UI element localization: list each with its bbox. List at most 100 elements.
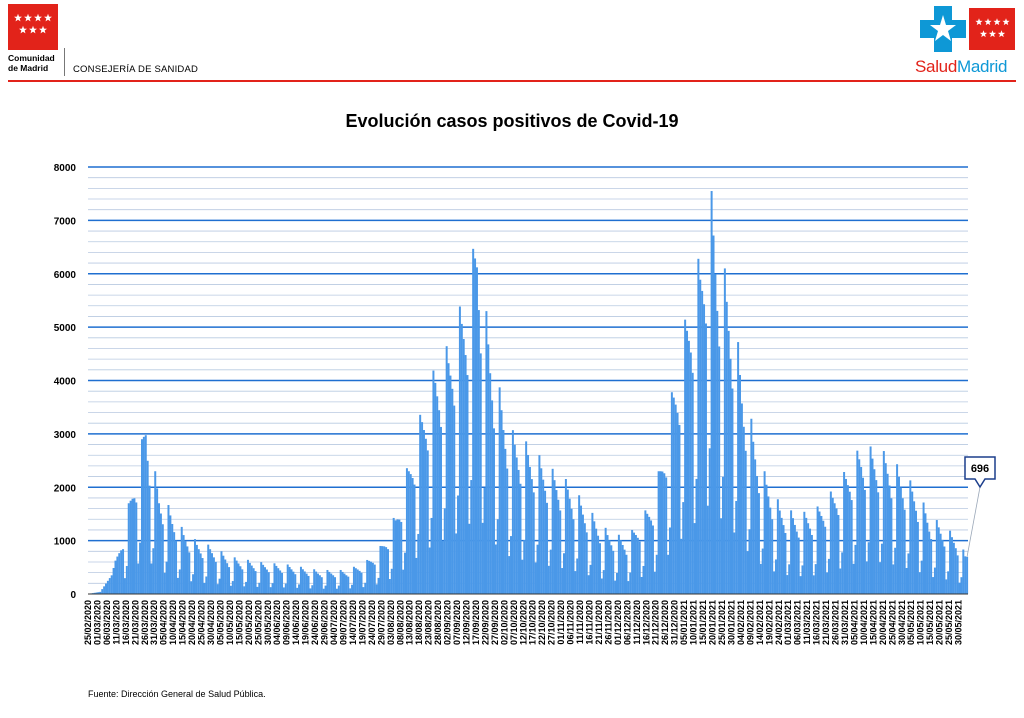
bar	[591, 512, 594, 594]
x-tick-label: 28/08/2020	[433, 600, 443, 645]
bar	[127, 503, 130, 594]
bar	[538, 455, 541, 594]
x-tick-label: 15/01/2021	[698, 600, 708, 645]
x-tick-label: 09/06/2020	[282, 600, 292, 645]
bar	[332, 575, 335, 594]
brand-part2: Madrid	[956, 57, 1008, 76]
bar	[780, 517, 783, 594]
bar	[553, 480, 556, 594]
bar	[296, 587, 299, 594]
bar	[843, 472, 846, 594]
bar	[315, 571, 318, 594]
bar	[860, 466, 863, 594]
y-tick-label: 3000	[54, 430, 77, 441]
bar	[752, 441, 755, 594]
bar	[651, 525, 654, 594]
salud-madrid-wordmark: SaludMadrid	[915, 57, 1007, 77]
bar	[674, 404, 677, 594]
bar	[549, 549, 552, 594]
bar	[547, 565, 550, 594]
bar	[388, 579, 391, 594]
bar	[901, 498, 904, 594]
bar	[625, 554, 628, 594]
bar	[704, 323, 707, 594]
bar	[774, 559, 777, 594]
x-tick-label: 12/10/2020	[518, 600, 528, 645]
bar	[400, 521, 403, 594]
logo-star-3	[44, 13, 52, 22]
bar	[686, 330, 689, 594]
bar	[184, 540, 187, 594]
bar	[638, 541, 641, 594]
bar	[256, 586, 259, 594]
bar	[627, 581, 630, 594]
bar	[545, 502, 548, 594]
x-tick-label: 10/04/2021	[859, 600, 869, 645]
bar	[477, 310, 480, 594]
x-tick-label: 05/04/2021	[849, 600, 859, 645]
x-tick-label: 25/01/2021	[717, 600, 727, 645]
bar	[916, 521, 919, 594]
x-tick-label: 07/09/2020	[452, 600, 462, 645]
bar	[424, 438, 427, 594]
bar	[167, 505, 170, 594]
bar	[122, 549, 125, 594]
bar	[144, 435, 147, 594]
bar	[356, 569, 359, 594]
x-tick-label: 05/01/2021	[679, 600, 689, 645]
madrid-flag-icon	[969, 8, 1015, 50]
bar	[95, 592, 98, 594]
bar	[284, 583, 287, 594]
bar	[502, 430, 505, 594]
bar	[960, 577, 963, 594]
bar	[767, 496, 770, 594]
bar	[282, 587, 285, 594]
bar	[158, 503, 161, 594]
bar	[536, 544, 539, 594]
bar	[175, 540, 178, 595]
bar	[720, 518, 723, 594]
bar	[865, 561, 868, 594]
bar	[371, 562, 374, 594]
bar	[746, 551, 749, 594]
bar	[169, 515, 172, 594]
bar	[945, 579, 948, 594]
bar	[123, 578, 126, 594]
bar	[913, 501, 916, 594]
bar	[612, 550, 615, 594]
bar	[958, 582, 961, 594]
bar	[233, 557, 236, 594]
bar	[621, 545, 624, 594]
x-tick-label: 08/08/2020	[395, 600, 405, 645]
bar	[264, 567, 266, 594]
bar	[453, 405, 456, 594]
bar	[207, 544, 210, 594]
bar	[756, 476, 759, 594]
bar	[926, 522, 929, 594]
bar	[318, 575, 321, 594]
bar	[949, 530, 952, 594]
y-tick-label: 2000	[54, 483, 77, 494]
x-tick-label: 07/10/2020	[509, 600, 519, 645]
bar	[492, 428, 495, 594]
bar	[928, 531, 931, 594]
bar	[489, 373, 492, 594]
bar	[831, 497, 834, 594]
logo-star-6	[39, 25, 47, 34]
bar	[464, 355, 467, 594]
bar	[349, 588, 352, 594]
bar	[364, 582, 367, 594]
bar	[118, 553, 121, 594]
bar	[933, 567, 936, 594]
bar	[754, 459, 757, 594]
bar	[129, 500, 132, 594]
bar	[763, 471, 766, 594]
bar	[146, 460, 149, 594]
bar	[137, 563, 140, 594]
bar	[211, 553, 213, 594]
x-tick-label: 20/04/2020	[187, 600, 197, 645]
bar	[311, 585, 314, 594]
bar	[610, 545, 613, 594]
bar	[434, 382, 437, 594]
bar	[574, 571, 577, 594]
